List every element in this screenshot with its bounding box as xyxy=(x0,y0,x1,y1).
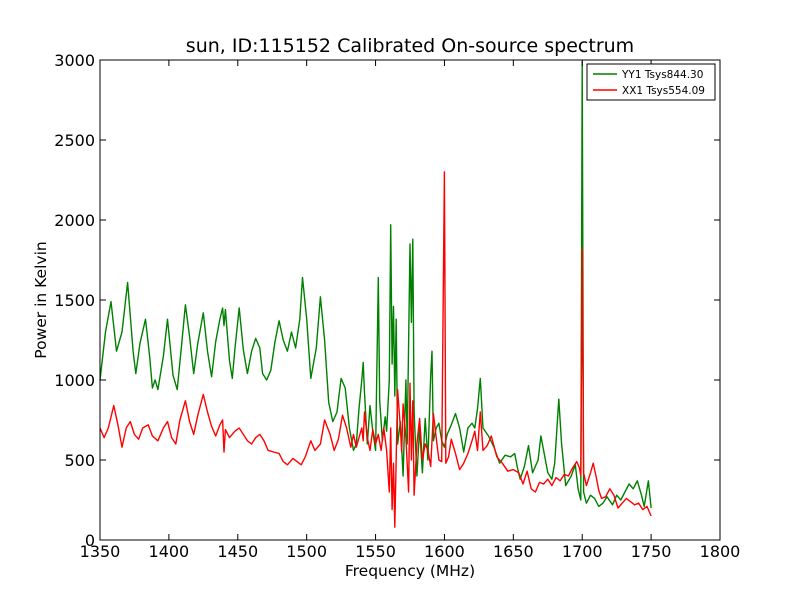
y-axis-label: Power in Kelvin xyxy=(32,241,50,358)
y-tick-label: 500 xyxy=(64,451,95,470)
x-tick-label: 1650 xyxy=(493,542,534,561)
x-tick-label: 1700 xyxy=(562,542,603,561)
series-layer xyxy=(99,60,652,528)
x-tick-label: 1550 xyxy=(355,542,396,561)
y-tick-label: 2000 xyxy=(54,211,95,230)
legend: YY1 Tsys844.30 XX1 Tsys554.09 xyxy=(586,63,716,101)
y-axis-ticks: 0 500 1000 1500 2000 2500 3000 xyxy=(54,51,720,550)
legend-box xyxy=(586,63,716,101)
legend-label: XX1 Tsys554.09 xyxy=(622,85,705,97)
series-line-yy1 xyxy=(99,60,652,509)
chart-title: sun, ID:115152 Calibrated On-source spec… xyxy=(186,35,634,57)
x-axis-ticks: 1350 1400 1450 1500 1550 1600 1650 1700 1750 1800 xyxy=(80,60,741,561)
series-line-xx1 xyxy=(99,171,652,528)
x-tick-label: 1450 xyxy=(217,542,258,561)
plot-area: 1350 1400 1450 1500 1550 1600 1650 1700 1750 1800… xyxy=(54,51,740,561)
x-tick-label: 1400 xyxy=(149,542,190,561)
y-tick-label: 0 xyxy=(85,531,95,550)
x-tick-label: 1800 xyxy=(700,542,741,561)
y-tick-label: 1000 xyxy=(54,371,95,390)
plot-frame xyxy=(100,60,720,540)
x-tick-label: 1750 xyxy=(631,542,672,561)
x-axis-label: Frequency (MHz) xyxy=(345,562,475,580)
y-tick-label: 2500 xyxy=(54,131,95,150)
x-tick-label: 1350 xyxy=(80,542,121,561)
x-tick-label: 1600 xyxy=(424,542,465,561)
y-tick-label: 3000 xyxy=(54,51,95,70)
x-tick-label: 1500 xyxy=(286,542,327,561)
legend-label: YY1 Tsys844.30 xyxy=(621,69,703,81)
y-tick-label: 1500 xyxy=(54,291,95,310)
